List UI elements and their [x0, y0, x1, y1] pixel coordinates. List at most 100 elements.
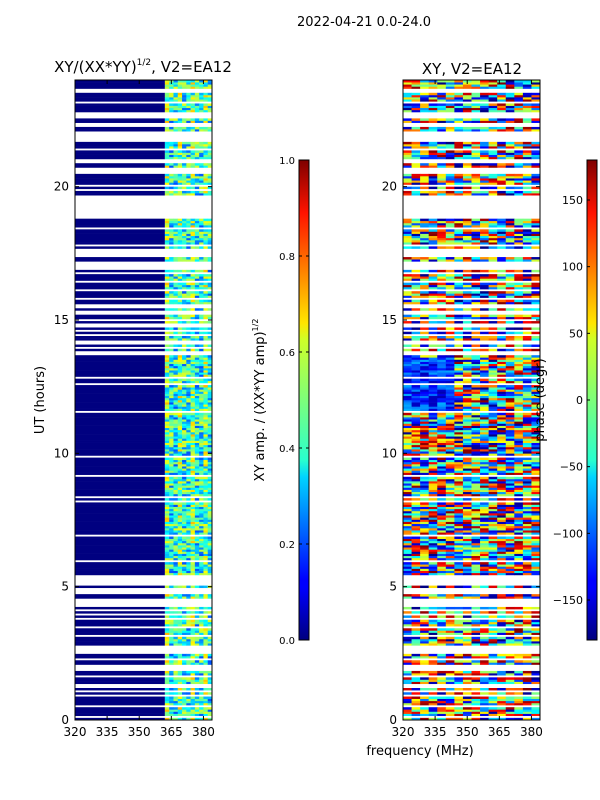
- phase-cell: [522, 483, 532, 486]
- amp-cell: [203, 707, 209, 710]
- amp-cell: [164, 412, 170, 416]
- phase-cell: [488, 380, 498, 384]
- amp-cell: [199, 385, 204, 388]
- amp-cell: [207, 107, 213, 111]
- amp-cell: [169, 359, 174, 362]
- amp-cell: [203, 542, 209, 546]
- phase-cell: [497, 562, 507, 565]
- amp-cell: [203, 557, 209, 561]
- phase-cell: [403, 301, 412, 305]
- phase-cell: [420, 566, 429, 569]
- amp-row-lowband: [75, 453, 165, 456]
- phase-cell: [445, 453, 455, 456]
- amp-cell: [173, 528, 179, 531]
- amp-cell: [190, 457, 196, 461]
- phase-cell: [445, 400, 455, 403]
- amp-cell: [169, 278, 174, 281]
- phase-cell: [514, 478, 524, 482]
- amp-cell: [199, 193, 204, 196]
- phase-cell: [462, 508, 472, 512]
- amp-cell: [177, 374, 183, 377]
- amp-row-lowband: [75, 540, 165, 544]
- phase-cell: [445, 449, 455, 452]
- amp-cell: [199, 656, 204, 659]
- phase-cell: [471, 487, 481, 490]
- amp-cell: [169, 692, 174, 695]
- phase-cell: [531, 478, 541, 482]
- phase-cell: [471, 274, 481, 277]
- amp-cell: [203, 397, 209, 401]
- phase-cell: [471, 519, 481, 522]
- amp-cell: [169, 506, 174, 510]
- amp-cell: [186, 504, 191, 507]
- amp-cell: [173, 630, 179, 633]
- phase-cell: [488, 570, 498, 574]
- phase-cell: [411, 549, 421, 552]
- amp-cell: [169, 402, 174, 405]
- amp-cell: [182, 355, 187, 358]
- amp-cell: [194, 513, 200, 516]
- amp-cell: [194, 446, 200, 450]
- amp-cell: [182, 417, 187, 420]
- left-heatmap: [75, 80, 213, 721]
- phase-cell: [403, 225, 412, 228]
- amp-cell: [173, 572, 179, 576]
- amp-cell: [203, 284, 209, 288]
- amp-cell: [177, 717, 183, 721]
- amp-cell: [177, 476, 183, 480]
- amp-cell: [169, 549, 174, 552]
- amp-cell: [173, 291, 179, 294]
- amp-row-lowband: [75, 193, 165, 196]
- amp-cell: [207, 186, 213, 190]
- phase-cell: [445, 711, 455, 714]
- amp-cell: [194, 557, 200, 561]
- amp-cell: [199, 154, 204, 158]
- amp-cell: [186, 391, 191, 394]
- phase-cell: [488, 628, 498, 631]
- phase-cell: [411, 521, 421, 525]
- phase-cell: [471, 361, 481, 365]
- phase-cell: [531, 237, 541, 241]
- phase-cell: [497, 517, 507, 520]
- phase-cell: [411, 630, 421, 633]
- phase-cell: [454, 611, 464, 614]
- amp-cell: [194, 259, 200, 262]
- phase-cell: [471, 506, 481, 510]
- phase-cell: [522, 291, 532, 294]
- amp-cell: [194, 476, 200, 480]
- phase-cell: [497, 417, 507, 420]
- amp-cell: [194, 144, 200, 147]
- phase-cell: [428, 380, 438, 384]
- amp-row-lowband: [75, 412, 165, 416]
- phase-cell: [505, 692, 515, 695]
- amp-cell: [190, 389, 196, 392]
- amp-cell: [182, 677, 187, 680]
- phase-cell: [437, 502, 447, 505]
- phase-cell: [480, 553, 489, 557]
- phase-cell: [514, 348, 524, 352]
- phase-cell: [497, 643, 507, 646]
- amp-cell: [173, 615, 179, 618]
- phase-cell: [480, 536, 489, 539]
- phase-cell: [420, 338, 429, 341]
- phase-cell: [454, 397, 464, 401]
- amp-cell: [169, 182, 174, 185]
- amp-cell: [169, 365, 174, 369]
- phase-cell: [522, 257, 532, 260]
- amp-cell: [173, 673, 179, 676]
- phase-cell: [488, 237, 498, 241]
- amp-cell: [190, 713, 196, 717]
- amp-cell: [186, 99, 191, 102]
- amp-cell: [177, 120, 183, 123]
- amp-cell: [169, 619, 174, 623]
- amp-cell: [173, 521, 179, 525]
- amp-cell: [182, 700, 187, 704]
- phase-cell: [505, 717, 515, 721]
- phase-cell: [497, 707, 507, 710]
- amp-cell: [199, 156, 204, 160]
- phase-cell: [488, 372, 498, 375]
- phase-cell: [411, 696, 421, 699]
- amp-row-lowband: [75, 572, 165, 576]
- amp-cell: [207, 611, 213, 614]
- amp-cell: [199, 321, 204, 324]
